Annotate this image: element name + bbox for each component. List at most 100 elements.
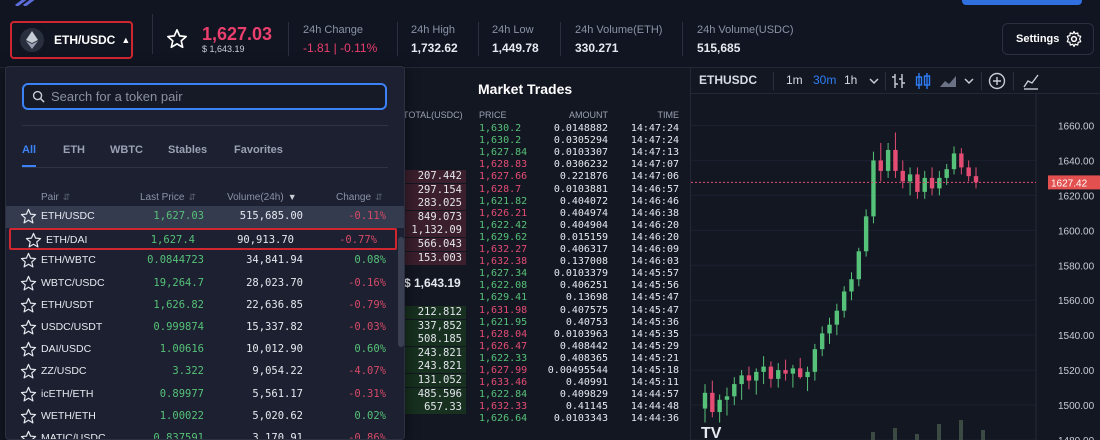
orderbook-ask-total[interactable]: 1,132.09 bbox=[400, 224, 466, 238]
orderbook-ask-total[interactable]: 283.025 bbox=[400, 197, 466, 211]
orderbook-bid-total[interactable]: 243.821 bbox=[400, 360, 466, 374]
candle-body bbox=[937, 177, 942, 189]
pair-last-price: 0.89977 bbox=[159, 387, 204, 400]
pair-row[interactable]: ETH/USDC 1,627.03 515,685.00 -0.11% bbox=[6, 206, 404, 228]
chart-symbol[interactable]: ETHUSDC bbox=[699, 73, 758, 87]
candle-body bbox=[702, 392, 708, 409]
orderbook-ask-total[interactable]: 153.003 bbox=[400, 251, 466, 265]
pair-name: icETH/ETH bbox=[41, 387, 94, 400]
star-icon[interactable] bbox=[25, 232, 42, 249]
orderbook-bid-total[interactable]: 243.821 bbox=[400, 346, 466, 360]
tab-eth[interactable]: ETH bbox=[63, 144, 85, 156]
star-icon[interactable] bbox=[20, 252, 37, 269]
col-header-last-price[interactable]: Last Price ⇵ bbox=[140, 192, 196, 203]
trade-price: 1,627.84 bbox=[479, 147, 528, 159]
trade-amount: 0.409829 bbox=[559, 389, 608, 401]
pair-row[interactable]: MATIC/USDC 0.837591 3,170.91 -0.86% bbox=[6, 428, 404, 440]
pair-row[interactable]: ZZ/USDC 3.322 9,054.22 -4.07% bbox=[6, 361, 404, 383]
bar-style-icon[interactable] bbox=[889, 71, 909, 91]
orderbook-bid-total[interactable]: 657.33 bbox=[400, 401, 466, 415]
pair-selector-button[interactable]: ETH/USDC ▲ bbox=[10, 21, 133, 59]
col-header-volume[interactable]: Volume(24h) ▼ bbox=[227, 192, 297, 203]
pair-row[interactable]: WBTC/USDC 19,264.7 28,023.70 -0.16% bbox=[6, 273, 404, 295]
candle-body bbox=[732, 384, 737, 397]
scrollbar[interactable] bbox=[398, 237, 404, 347]
col-header-pair[interactable]: Pair ⇵ bbox=[41, 192, 70, 203]
trade-time: 14:45:35 bbox=[630, 328, 679, 340]
candle-body bbox=[834, 310, 840, 325]
star-icon[interactable] bbox=[20, 386, 37, 403]
divider bbox=[397, 22, 398, 56]
orderbook-ask-total[interactable]: 297.154 bbox=[400, 183, 466, 197]
star-icon[interactable] bbox=[20, 341, 37, 358]
pair-row[interactable]: DAI/USDC 1.00616 10,012.90 0.60% bbox=[6, 339, 404, 361]
col-header-volume-label: Volume(24h) bbox=[227, 192, 284, 203]
orderbook-ask-total[interactable]: 566.043 bbox=[400, 238, 466, 251]
trade-amount: 0.407575 bbox=[559, 304, 608, 316]
star-icon[interactable] bbox=[166, 28, 188, 50]
tab-all[interactable]: All bbox=[22, 144, 37, 156]
timeframe-30m[interactable]: 30m bbox=[813, 73, 837, 87]
star-icon[interactable] bbox=[20, 363, 37, 380]
pair-row[interactable]: WETH/ETH 1.00022 5,020.62 0.02% bbox=[6, 406, 404, 428]
orderbook-bid-total[interactable]: 337,852 bbox=[400, 319, 466, 333]
chart-toolbar: ETHUSDC 1m 30m 1h bbox=[691, 68, 1100, 94]
area-style-icon[interactable] bbox=[938, 71, 958, 91]
indicators-icon[interactable] bbox=[1021, 71, 1041, 91]
trade-row: 1,632.27 0.406317 14:46:09 bbox=[470, 244, 685, 256]
orderbook-bid-total[interactable]: 131.052 bbox=[400, 374, 466, 387]
trade-price: 1,629.62 bbox=[479, 231, 528, 243]
orderbook-bid-total[interactable]: 485.596 bbox=[400, 387, 466, 401]
chevron-down-icon[interactable] bbox=[959, 71, 979, 91]
trade-row: 1,630.2 0.0148882 14:47:24 bbox=[470, 123, 685, 135]
candle-body bbox=[944, 169, 949, 178]
star-icon[interactable] bbox=[20, 408, 37, 425]
pair-row[interactable]: ETH/WBTC 0.0844723 34,841.94 0.08% bbox=[6, 250, 404, 272]
tab-favorites[interactable]: Favorites bbox=[234, 144, 283, 156]
stat-24h-change: 24h Change -1.81 | -0.11% bbox=[303, 24, 377, 55]
pair-row[interactable]: icETH/ETH 0.89977 5,561.17 -0.31% bbox=[6, 384, 404, 406]
settings-button[interactable]: Settings bbox=[1002, 23, 1094, 55]
timeframe-1h[interactable]: 1h bbox=[844, 73, 858, 87]
tab-wbtc[interactable]: WBTC bbox=[110, 144, 143, 156]
search-input[interactable] bbox=[51, 89, 371, 104]
candle-style-icon[interactable] bbox=[913, 71, 933, 91]
stat-label: 24h Volume(USDC) bbox=[697, 24, 794, 36]
divider bbox=[981, 72, 982, 90]
pair-selector-label: ETH/USDC bbox=[54, 33, 116, 47]
chevron-down-icon[interactable] bbox=[864, 71, 884, 91]
star-icon[interactable] bbox=[20, 319, 37, 336]
volume-bar bbox=[871, 432, 875, 440]
pair-volume: 515,685.00 bbox=[239, 210, 303, 222]
col-header-change[interactable]: Change ⇵ bbox=[336, 192, 383, 203]
candle-body bbox=[717, 399, 722, 413]
tab-stables[interactable]: Stables bbox=[168, 144, 208, 156]
pair-row[interactable]: USDC/USDT 0.999874 15,337.82 -0.03% bbox=[6, 317, 404, 339]
col-header-last-price-label: Last Price bbox=[140, 192, 185, 203]
pair-last-price: 1,627.03 bbox=[153, 210, 204, 222]
star-icon[interactable] bbox=[20, 430, 37, 440]
pair-change: 0.60% bbox=[354, 343, 386, 356]
candle-body bbox=[915, 174, 920, 192]
orderbook-bid-total[interactable]: 212.812 bbox=[400, 306, 466, 319]
timeframe-1m[interactable]: 1m bbox=[786, 73, 803, 87]
gear-icon bbox=[1067, 30, 1082, 48]
pair-last-price: 0.837591 bbox=[153, 432, 204, 440]
pair-row[interactable]: ETH/USDT 1,626.82 22,636.85 -0.79% bbox=[6, 295, 404, 317]
trade-row: 1,632.33 0.41145 14:44:48 bbox=[470, 401, 685, 413]
pair-name: MATIC/USDC bbox=[41, 432, 106, 440]
star-icon[interactable] bbox=[20, 297, 37, 314]
connect-wallet-button[interactable] bbox=[962, 0, 1082, 5]
stat-label: 24h High bbox=[411, 24, 456, 36]
candlestick-chart[interactable]: 1660.00 1640.00 1620.00 1600.00 1580.00 1560.… bbox=[691, 94, 1100, 440]
stat-24h-low: 24h Low 1,449.78 bbox=[492, 24, 539, 55]
star-icon[interactable] bbox=[20, 275, 37, 292]
orderbook-bid-total[interactable]: 508.185 bbox=[400, 333, 466, 347]
star-icon[interactable] bbox=[20, 208, 37, 225]
orderbook-ask-total[interactable]: 849.073 bbox=[400, 210, 466, 224]
candle-body bbox=[776, 370, 781, 379]
orderbook-ask-total[interactable]: 207.442 bbox=[400, 170, 466, 183]
add-indicator-icon[interactable] bbox=[987, 71, 1007, 91]
pair-row[interactable]: ETH/DAI 1,627.4 90,913.70 -0.77% bbox=[9, 228, 397, 251]
trade-row: 1,622.84 0.409829 14:44:57 bbox=[470, 389, 685, 401]
